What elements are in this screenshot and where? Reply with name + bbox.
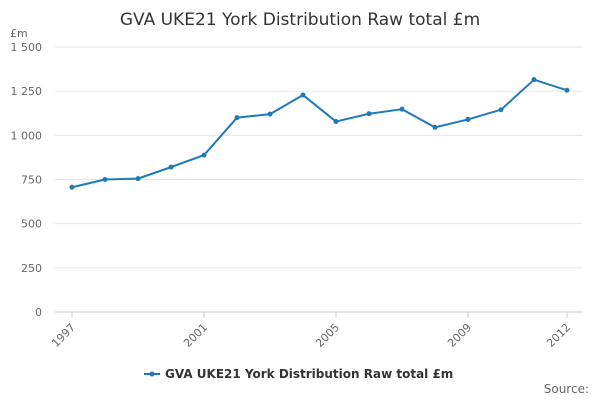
series-layer <box>69 77 570 190</box>
x-tick-label: 2012 <box>544 321 573 350</box>
data-point[interactable] <box>498 107 504 113</box>
x-tick-label: 2001 <box>181 321 210 350</box>
data-point[interactable] <box>135 176 141 182</box>
data-point[interactable] <box>234 115 240 121</box>
data-point[interactable] <box>531 77 537 83</box>
x-tick-label: 2009 <box>445 321 474 350</box>
data-point[interactable] <box>300 92 306 98</box>
y-tick-label: 500 <box>21 218 42 231</box>
y-tick-label: 0 <box>35 306 42 319</box>
y-axis-ticks: 0 250 500 750 1 000 1 250 1 500 <box>11 41 43 319</box>
data-point[interactable] <box>564 87 570 93</box>
data-point[interactable] <box>267 111 273 117</box>
y-tick-label: 1 000 <box>11 129 43 142</box>
data-point[interactable] <box>465 116 471 122</box>
legend[interactable]: GVA UKE21 York Distribution Raw total £m <box>144 367 453 381</box>
source-label[interactable]: Source: <box>544 382 589 396</box>
data-point[interactable] <box>201 152 207 158</box>
x-tick-label: 1997 <box>49 321 78 350</box>
data-point[interactable] <box>69 184 75 190</box>
data-point[interactable] <box>366 111 372 117</box>
y-tick-label: 250 <box>21 262 42 275</box>
data-point[interactable] <box>399 106 405 112</box>
data-point[interactable] <box>333 119 339 125</box>
chart-title: GVA UKE21 York Distribution Raw total £m <box>120 10 480 30</box>
y-tick-label: 1 500 <box>11 41 43 54</box>
x-axis-ticks: 1997 2001 2005 2009 2012 <box>49 312 573 350</box>
y-tick-label: 1 250 <box>11 85 43 98</box>
legend-dot-marker <box>149 371 155 377</box>
data-point[interactable] <box>102 177 108 182</box>
y-axis-unit-label: £m <box>10 27 28 40</box>
x-tick-label: 2005 <box>313 321 342 350</box>
data-point[interactable] <box>168 164 174 170</box>
data-point[interactable] <box>432 124 438 130</box>
grid-layer <box>55 46 583 313</box>
y-tick-label: 750 <box>21 174 42 187</box>
series-line[interactable] <box>71 78 568 189</box>
legend-entry-label: GVA UKE21 York Distribution Raw total £m <box>165 367 453 381</box>
